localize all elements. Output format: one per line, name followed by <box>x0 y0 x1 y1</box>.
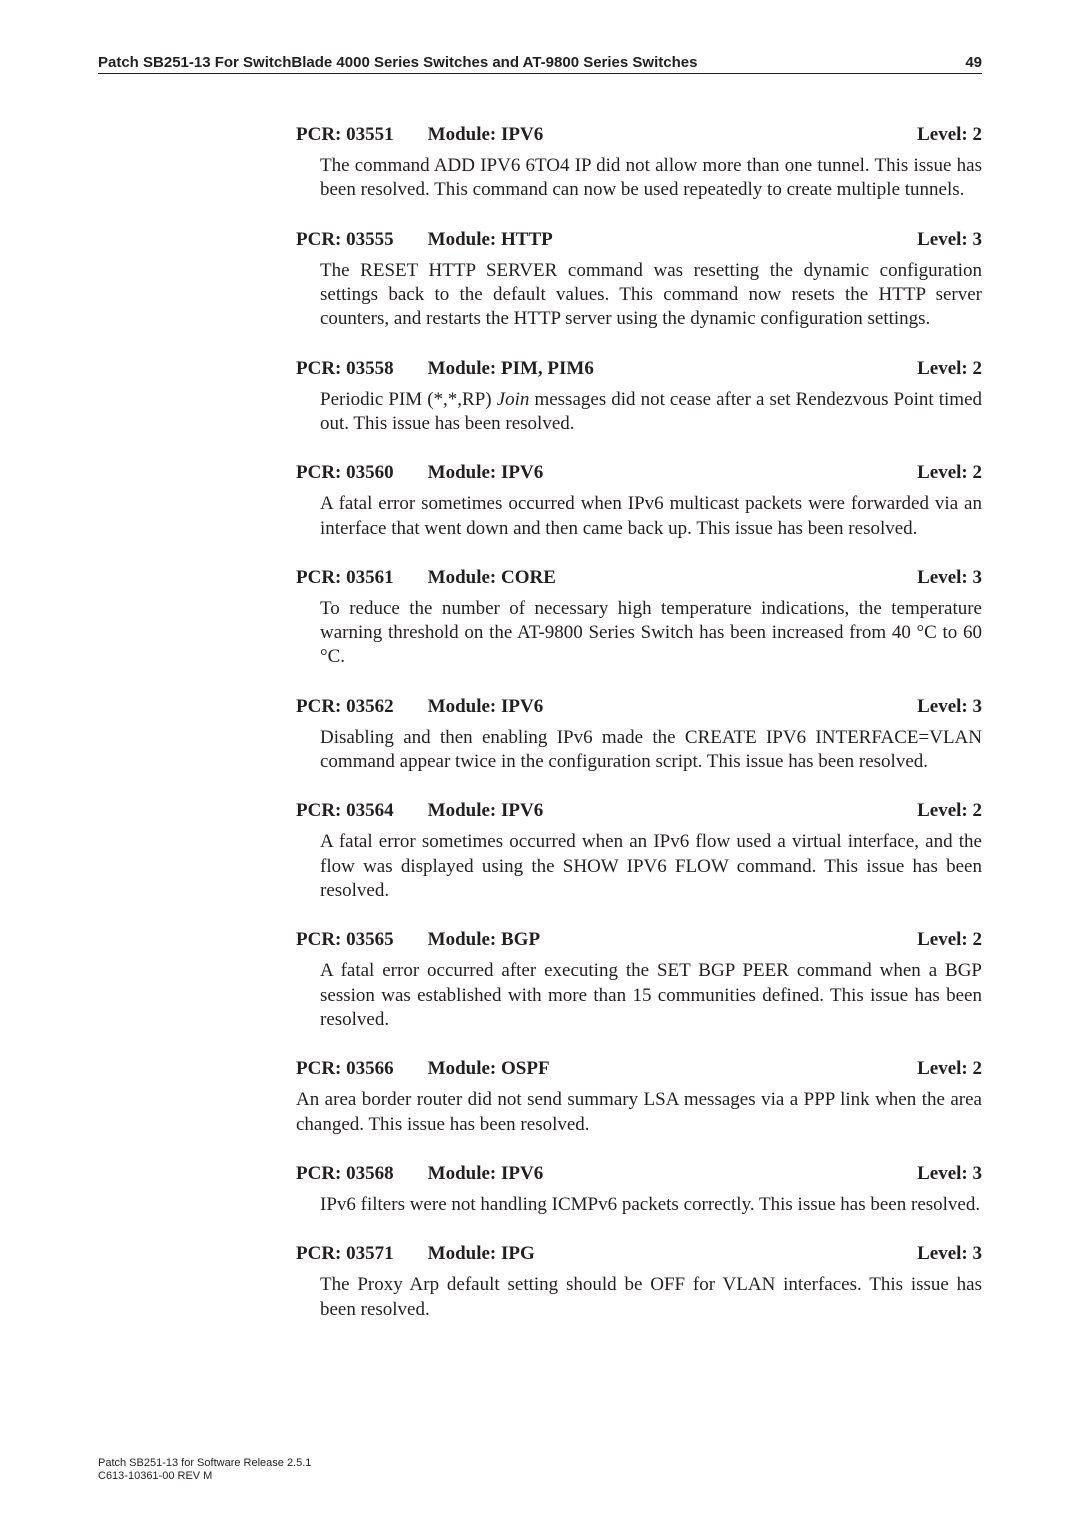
level: Level: 2 <box>917 1058 982 1080</box>
entry-header: PCR: 03560 Module: IPV6 Level: 2 <box>296 462 982 484</box>
module-name: Module: HTTP <box>428 229 553 251</box>
pcr-entry: PCR: 03558 Module: PIM, PIM6 Level: 2 Perio… <box>296 358 982 437</box>
footer-line-1: Patch SB251-13 for Software Release 2.5.… <box>98 1457 311 1471</box>
entry-header-left: PCR: 03562 Module: IPV6 <box>296 696 543 718</box>
module-name: Module: IPV6 <box>428 1163 544 1185</box>
module-name: Module: CORE <box>428 567 556 589</box>
pcr-entry: PCR: 03562 Module: IPV6 Level: 3 Disabling … <box>296 696 982 775</box>
running-head: Patch SB251-13 For SwitchBlade 4000 Seri… <box>98 54 982 74</box>
pcr-number: PCR: 03565 <box>296 929 394 951</box>
module-name: Module: BGP <box>428 929 540 951</box>
pcr-number: PCR: 03564 <box>296 800 394 822</box>
level: Level: 2 <box>917 800 982 822</box>
entry-body: The command ADD IPV6 6TO4 IP did not all… <box>320 154 982 203</box>
pcr-entry: PCR: 03555 Module: HTTP Level: 3 The RESET … <box>296 229 982 332</box>
content-area: PCR: 03551 Module: IPV6 Level: 2 The comman… <box>296 124 982 1322</box>
entry-body: A fatal error sometimes occurred when an… <box>320 830 982 903</box>
entry-header-left: PCR: 03566 Module: OSPF <box>296 1058 550 1080</box>
level: Level: 3 <box>917 696 982 718</box>
pcr-entry: PCR: 03571 Module: IPG Level: 3 The Proxy A… <box>296 1243 982 1322</box>
footer-line-2: C613-10361-00 REV M <box>98 1470 311 1484</box>
entry-body: IPv6 filters were not handling ICMPv6 pa… <box>320 1193 982 1217</box>
pcr-number: PCR: 03551 <box>296 124 394 146</box>
level: Level: 2 <box>917 124 982 146</box>
entry-header-left: PCR: 03571 Module: IPG <box>296 1243 535 1265</box>
running-head-title: Patch SB251-13 For SwitchBlade 4000 Seri… <box>98 54 697 71</box>
entry-header: PCR: 03561 Module: CORE Level: 3 <box>296 567 982 589</box>
level: Level: 2 <box>917 462 982 484</box>
pcr-entry: PCR: 03561 Module: CORE Level: 3 To reduce … <box>296 567 982 670</box>
entry-body: The RESET HTTP SERVER command was resett… <box>320 259 982 332</box>
module-name: Module: PIM, PIM6 <box>428 358 594 380</box>
entry-body: Disabling and then enabling IPv6 made th… <box>320 726 982 775</box>
level: Level: 2 <box>917 929 982 951</box>
entry-header-left: PCR: 03560 Module: IPV6 <box>296 462 543 484</box>
pcr-entry: PCR: 03568 Module: IPV6 Level: 3 IPv6 filte… <box>296 1163 982 1217</box>
entry-header-left: PCR: 03561 Module: CORE <box>296 567 556 589</box>
pcr-number: PCR: 03560 <box>296 462 394 484</box>
page-number: 49 <box>965 54 982 71</box>
pcr-entry: PCR: 03565 Module: BGP Level: 2 A fatal err… <box>296 929 982 1032</box>
level: Level: 3 <box>917 229 982 251</box>
pcr-number: PCR: 03566 <box>296 1058 394 1080</box>
module-name: Module: IPG <box>428 1243 535 1265</box>
pcr-number: PCR: 03558 <box>296 358 394 380</box>
entry-header: PCR: 03555 Module: HTTP Level: 3 <box>296 229 982 251</box>
module-name: Module: IPV6 <box>428 696 544 718</box>
module-name: Module: IPV6 <box>428 800 544 822</box>
module-name: Module: OSPF <box>428 1058 550 1080</box>
entry-body: Periodic PIM (*,*,RP) Join messages did … <box>320 388 982 437</box>
entry-header-left: PCR: 03564 Module: IPV6 <box>296 800 543 822</box>
entry-body: An area border router did not send summa… <box>296 1088 982 1137</box>
entry-header: PCR: 03558 Module: PIM, PIM6 Level: 2 <box>296 358 982 380</box>
pcr-number: PCR: 03555 <box>296 229 394 251</box>
pcr-entry: PCR: 03551 Module: IPV6 Level: 2 The comman… <box>296 124 982 203</box>
level: Level: 2 <box>917 358 982 380</box>
pcr-number: PCR: 03562 <box>296 696 394 718</box>
entry-header: PCR: 03562 Module: IPV6 Level: 3 <box>296 696 982 718</box>
entry-header: PCR: 03568 Module: IPV6 Level: 3 <box>296 1163 982 1185</box>
footer: Patch SB251-13 for Software Release 2.5.… <box>98 1457 311 1485</box>
entry-header: PCR: 03565 Module: BGP Level: 2 <box>296 929 982 951</box>
entry-header: PCR: 03566 Module: OSPF Level: 2 <box>296 1058 982 1080</box>
entry-header: PCR: 03551 Module: IPV6 Level: 2 <box>296 124 982 146</box>
entry-body: A fatal error occurred after executing t… <box>320 959 982 1032</box>
entry-body: The Proxy Arp default setting should be … <box>320 1273 982 1322</box>
entry-body: A fatal error sometimes occurred when IP… <box>320 492 982 541</box>
pcr-entry: PCR: 03564 Module: IPV6 Level: 2 A fatal er… <box>296 800 982 903</box>
entry-header-left: PCR: 03551 Module: IPV6 <box>296 124 543 146</box>
entry-header-left: PCR: 03558 Module: PIM, PIM6 <box>296 358 594 380</box>
entry-header: PCR: 03564 Module: IPV6 Level: 2 <box>296 800 982 822</box>
level: Level: 3 <box>917 1243 982 1265</box>
pcr-number: PCR: 03568 <box>296 1163 394 1185</box>
pcr-number: PCR: 03561 <box>296 567 394 589</box>
level: Level: 3 <box>917 1163 982 1185</box>
pcr-number: PCR: 03571 <box>296 1243 394 1265</box>
pcr-entry: PCR: 03560 Module: IPV6 Level: 2 A fatal er… <box>296 462 982 541</box>
page: Patch SB251-13 For SwitchBlade 4000 Seri… <box>0 0 1080 1528</box>
entry-body: To reduce the number of necessary high t… <box>320 597 982 670</box>
entry-header: PCR: 03571 Module: IPG Level: 3 <box>296 1243 982 1265</box>
entry-header-left: PCR: 03568 Module: IPV6 <box>296 1163 543 1185</box>
level: Level: 3 <box>917 567 982 589</box>
entry-header-left: PCR: 03565 Module: BGP <box>296 929 540 951</box>
module-name: Module: IPV6 <box>428 462 544 484</box>
module-name: Module: IPV6 <box>428 124 544 146</box>
entry-header-left: PCR: 03555 Module: HTTP <box>296 229 553 251</box>
pcr-entry: PCR: 03566 Module: OSPF Level: 2 An area bo… <box>296 1058 982 1137</box>
